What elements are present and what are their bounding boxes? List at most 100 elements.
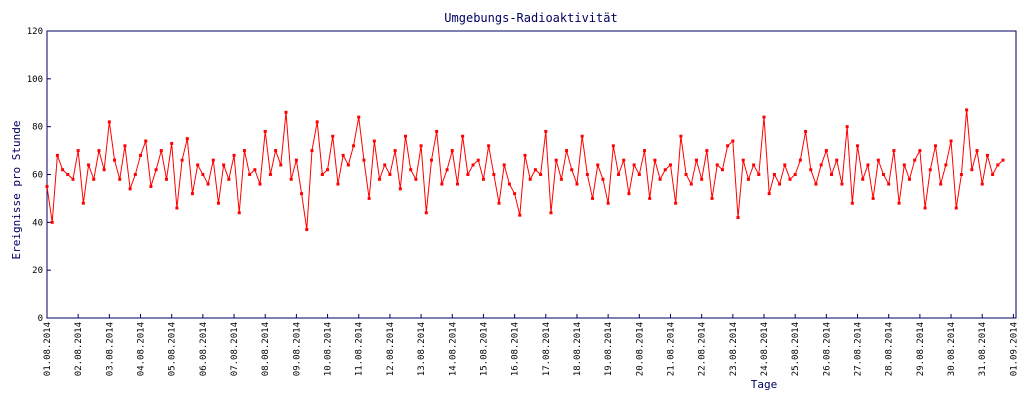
data-point [830,173,834,176]
data-point [585,173,589,176]
data-point [965,108,969,112]
x-tick-label: 28.08.2014 [885,322,895,376]
data-point [720,168,724,172]
data-point [767,192,771,196]
data-point [227,177,231,181]
data-point [617,173,621,176]
data-point [559,177,563,181]
data-point [211,158,215,162]
data-point [736,216,740,220]
data-point [310,149,314,153]
data-point [549,211,553,215]
x-tick-label: 23.08.2014 [729,322,739,376]
data-point [544,129,548,133]
data-point [346,163,350,167]
data-point [752,163,756,167]
data-point [341,153,345,157]
data-point [248,173,252,176]
data-point [674,201,678,205]
data-point [606,201,610,205]
x-tick-label: 27.08.2014 [854,322,864,376]
data-point [835,158,839,162]
data-point [575,182,579,186]
x-tick-label: 08.08.2014 [261,322,271,376]
data-point [648,196,652,200]
data-point [700,177,704,181]
data-point [320,173,324,176]
data-point [949,139,953,143]
data-point [892,149,896,153]
data-point [991,173,995,176]
data-point [113,158,117,162]
data-point [450,149,454,153]
data-point [185,137,189,141]
data-point [970,168,974,172]
y-tick-label: 120 [27,27,43,37]
data-point [378,177,382,181]
data-point [154,168,158,172]
data-point [939,182,943,186]
data-point [861,177,865,181]
data-point [726,144,730,148]
x-tick-label: 15.08.2014 [479,322,489,376]
data-point [429,158,433,162]
data-point [788,177,792,181]
data-point [300,192,304,196]
data-point [866,163,870,167]
x-tick-label: 18.08.2014 [573,322,583,376]
data-point [913,158,917,162]
data-point [897,201,901,205]
data-line [46,109,1004,230]
data-point [876,158,880,162]
data-point [824,149,828,153]
x-tick-label: 03.08.2014 [105,322,115,376]
data-point [923,206,927,210]
data-point [663,168,667,172]
x-tick-label: 14.08.2014 [448,322,458,376]
data-point [222,163,226,167]
data-point [279,163,283,167]
data-point [804,129,808,133]
data-point [684,173,688,176]
data-point [133,173,137,176]
data-point [850,201,854,205]
data-point [149,184,153,188]
data-point [242,149,246,153]
y-axis-label: Ereignisse pro Stunde [10,120,23,259]
data-point [554,158,558,162]
data-point [139,153,143,157]
x-tick-label: 05.08.2014 [168,322,178,376]
data-point [190,192,194,196]
data-point [440,182,444,186]
data-point [596,163,600,167]
x-tick-label: 17.08.2014 [542,322,552,376]
data-point [705,149,709,153]
data-point [819,163,823,167]
data-point [487,144,491,148]
data-point [809,168,813,172]
data-point [689,182,693,186]
data-point [591,196,595,200]
data-point [55,153,59,157]
data-point [523,153,527,157]
data-point [170,141,174,145]
x-tick-label: 13.08.2014 [417,322,427,376]
x-tick-label: 20.08.2014 [635,322,645,376]
y-tick-label: 60 [32,171,43,181]
data-point [996,163,1000,167]
data-point [393,149,397,153]
data-point [165,177,169,181]
data-point [284,110,288,114]
data-point [357,115,361,119]
x-tick-label: 10.08.2014 [324,322,334,376]
data-point [798,158,802,162]
data-point [985,153,989,157]
x-tick-label: 09.08.2014 [292,322,302,376]
data-point [513,192,517,196]
data-point [455,182,459,186]
data-point [201,173,205,176]
data-point [928,168,932,172]
data-point [746,177,750,181]
data-point [694,158,698,162]
